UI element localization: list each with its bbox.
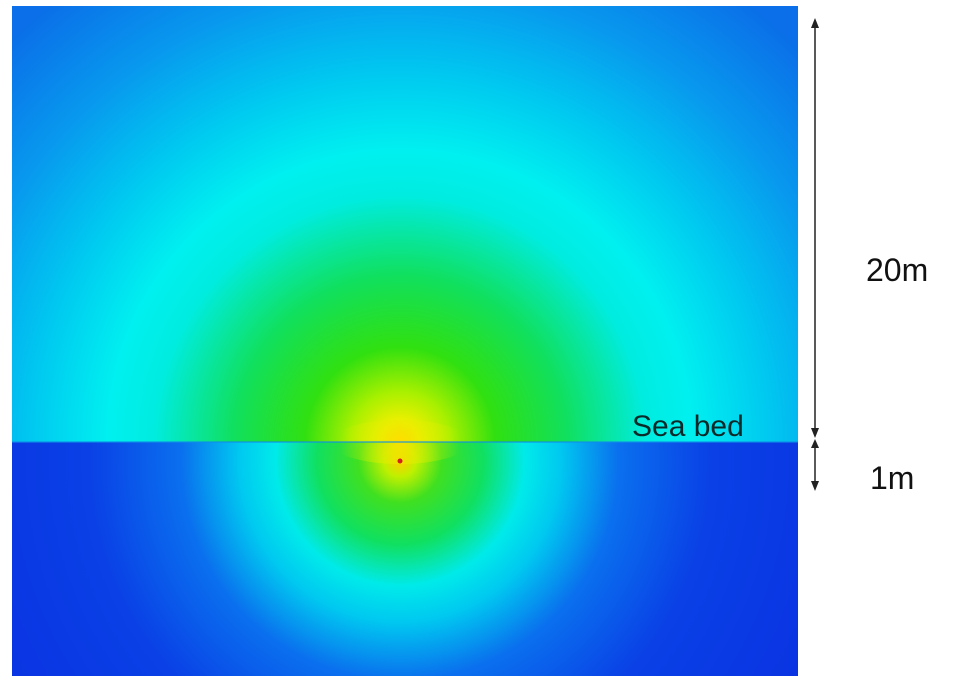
upper-dimension-arrow-top	[811, 18, 819, 28]
sea-bed-label: Sea bed	[632, 410, 744, 443]
lower-seabed-region	[12, 442, 798, 676]
field-intensity-plot	[12, 6, 798, 676]
lower-dimension-arrow-top	[811, 439, 819, 448]
upper-depth-label: 20m	[866, 252, 929, 288]
lower-dimension-arrow-bottom	[811, 481, 819, 491]
upper-water-region	[12, 6, 798, 442]
lower-depth-label: 1m	[870, 460, 915, 496]
upper-dimension-arrow-bottom	[811, 428, 819, 438]
source-point	[397, 458, 403, 464]
field-svg	[12, 6, 798, 676]
